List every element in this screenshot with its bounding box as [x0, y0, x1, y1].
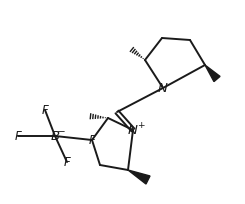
Text: B: B — [50, 130, 60, 143]
Polygon shape — [128, 170, 150, 184]
Text: N: N — [128, 123, 138, 136]
Text: F: F — [64, 155, 70, 169]
Text: F: F — [89, 133, 95, 146]
Text: +: + — [137, 121, 145, 130]
Text: F: F — [42, 103, 48, 116]
Text: N: N — [158, 82, 168, 94]
Text: F: F — [15, 130, 21, 143]
Polygon shape — [205, 65, 220, 82]
Text: −: − — [57, 127, 65, 137]
